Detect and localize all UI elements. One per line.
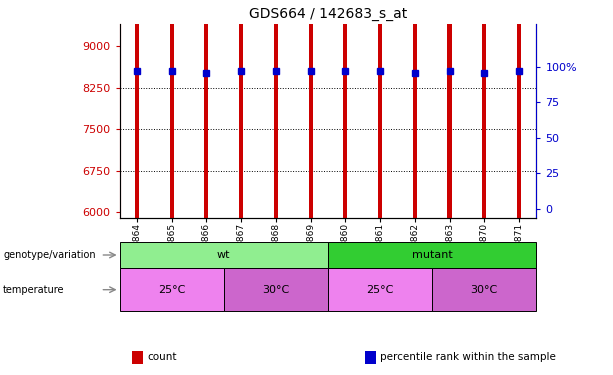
Bar — [447, 0, 452, 217]
Bar — [343, 0, 348, 217]
Bar — [308, 0, 313, 217]
Bar — [274, 0, 278, 217]
Bar — [482, 0, 486, 217]
Bar — [120, 268, 224, 311]
Text: percentile rank within the sample: percentile rank within the sample — [380, 352, 556, 362]
Text: 25°C: 25°C — [367, 285, 394, 295]
Bar — [239, 0, 243, 217]
Bar — [517, 0, 521, 217]
Bar — [120, 242, 328, 268]
Bar — [224, 268, 328, 311]
Text: 25°C: 25°C — [158, 285, 185, 295]
Bar — [413, 0, 417, 217]
Bar — [328, 268, 432, 311]
Text: 30°C: 30°C — [262, 285, 289, 295]
Text: 30°C: 30°C — [471, 285, 498, 295]
Bar — [204, 0, 208, 217]
Text: genotype/variation: genotype/variation — [3, 250, 96, 260]
Bar — [378, 0, 382, 217]
Title: GDS664 / 142683_s_at: GDS664 / 142683_s_at — [249, 7, 407, 21]
Bar — [170, 0, 173, 217]
Text: count: count — [147, 352, 177, 362]
Text: mutant: mutant — [412, 250, 452, 260]
Bar — [328, 242, 536, 268]
Bar — [135, 0, 139, 217]
Text: wt: wt — [217, 250, 230, 260]
Text: temperature: temperature — [3, 285, 64, 295]
Bar — [432, 268, 536, 311]
